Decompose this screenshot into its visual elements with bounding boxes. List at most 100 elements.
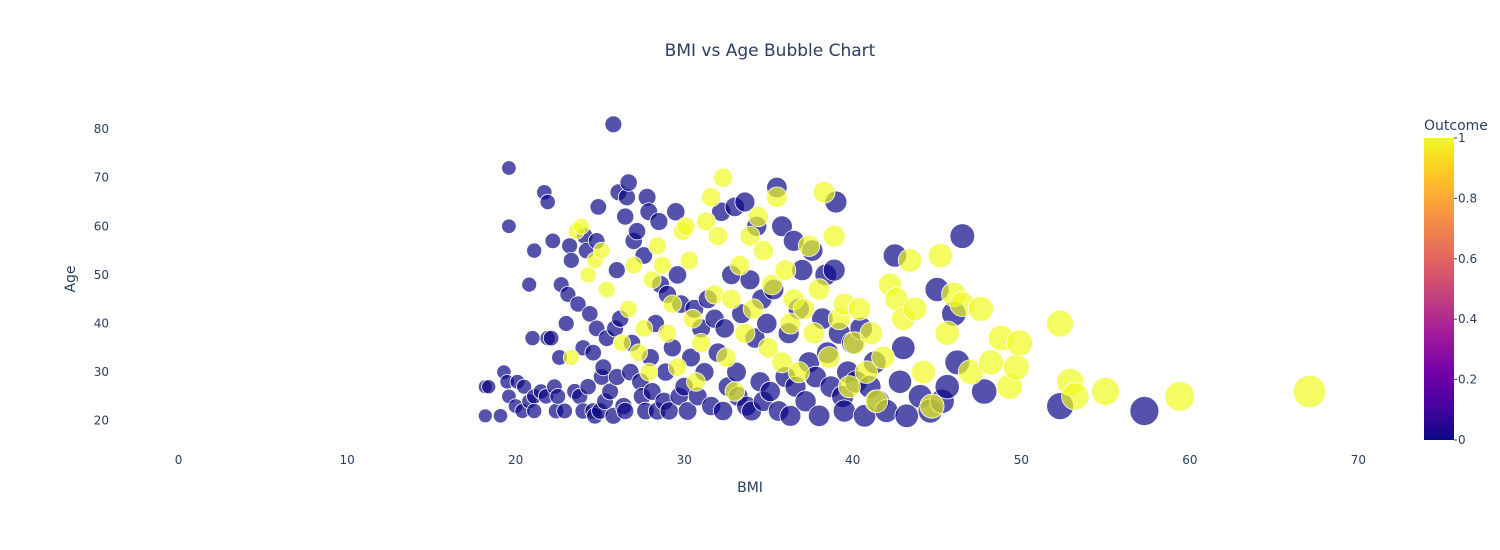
bubble-point bbox=[832, 399, 856, 423]
colorbar-title: Outcome bbox=[1424, 118, 1488, 134]
bubble-point bbox=[616, 207, 635, 226]
bubble-point bbox=[934, 320, 960, 346]
bubble-point bbox=[712, 167, 734, 188]
bubble-point bbox=[542, 329, 560, 347]
bubble-point bbox=[714, 318, 735, 339]
bubble-point bbox=[779, 312, 802, 335]
chart-title: BMI vs Age Bubble Chart bbox=[665, 41, 876, 61]
bubble-point bbox=[1164, 381, 1196, 412]
bubble-point bbox=[971, 378, 998, 405]
bubble-point bbox=[639, 362, 659, 382]
y-tick-label: 80 bbox=[94, 122, 109, 136]
bubble-point bbox=[667, 357, 688, 377]
bubble-point bbox=[771, 351, 793, 374]
colorbar-tick-label: 0.8 bbox=[1458, 191, 1477, 205]
bubble-point bbox=[516, 378, 532, 395]
bubble-point bbox=[724, 381, 746, 402]
bubble-point bbox=[734, 191, 756, 213]
bubble-point bbox=[752, 240, 775, 262]
bubble-point bbox=[492, 408, 509, 424]
bubble-point bbox=[742, 298, 764, 320]
bubble-point bbox=[579, 266, 597, 284]
bubble-point bbox=[797, 234, 821, 257]
bubble-point bbox=[739, 225, 761, 247]
x-tick-label: 30 bbox=[677, 453, 692, 467]
x-tick-label: 10 bbox=[339, 453, 354, 467]
bubble-point bbox=[967, 295, 994, 322]
bubble-point bbox=[1061, 382, 1090, 411]
bubble-point bbox=[657, 323, 677, 343]
plot-area bbox=[477, 115, 1327, 429]
bubble-point bbox=[676, 216, 696, 237]
x-tick-label: 20 bbox=[508, 453, 523, 467]
bubble-point bbox=[864, 389, 889, 414]
x-tick-label: 40 bbox=[845, 453, 860, 467]
bubble-point bbox=[642, 270, 662, 290]
bubble-point bbox=[521, 276, 538, 293]
bubble-point bbox=[757, 337, 780, 359]
bubble-point bbox=[686, 371, 706, 392]
y-tick-label: 70 bbox=[94, 171, 109, 185]
bubble-point bbox=[977, 349, 1005, 376]
bubble-point bbox=[707, 226, 729, 247]
bubble-point bbox=[619, 299, 638, 318]
bubble-point bbox=[712, 400, 734, 422]
bubble-point bbox=[627, 222, 647, 241]
bubble-point bbox=[1129, 396, 1160, 426]
bubble-point bbox=[557, 315, 575, 332]
bubble-point bbox=[756, 312, 778, 335]
bubble-point bbox=[562, 251, 580, 269]
bubble-point bbox=[601, 382, 619, 401]
bubble-point bbox=[561, 237, 578, 255]
bubble-point bbox=[681, 347, 701, 368]
bubble-point bbox=[716, 347, 737, 368]
bubble-point bbox=[729, 254, 751, 276]
bubble-point bbox=[802, 322, 826, 345]
bubble-point bbox=[902, 296, 928, 322]
bubble-point bbox=[682, 308, 703, 329]
colorbar-tick-label: 0.4 bbox=[1458, 312, 1477, 326]
bubble-point bbox=[817, 346, 841, 369]
bubble-point bbox=[934, 374, 960, 400]
bubble-point bbox=[612, 333, 631, 352]
bubble-point bbox=[526, 242, 543, 259]
bubble-point bbox=[691, 333, 711, 353]
bubble-point bbox=[787, 361, 810, 384]
bubble-point bbox=[594, 358, 613, 377]
bubble-point bbox=[891, 335, 916, 361]
y-axis-title: Age bbox=[63, 265, 79, 292]
bubble-point bbox=[544, 232, 562, 250]
bubble-point bbox=[481, 379, 497, 395]
x-tick-label: 0 bbox=[175, 453, 183, 467]
bubble-point bbox=[634, 319, 654, 338]
bubble-point bbox=[652, 255, 672, 275]
bubble-point bbox=[859, 321, 884, 346]
bubble-point bbox=[616, 401, 635, 420]
bubble-point bbox=[761, 273, 783, 296]
bubble-point bbox=[887, 369, 913, 394]
bubble-point bbox=[526, 402, 543, 419]
colorbar-tick-label: 0.6 bbox=[1458, 252, 1477, 266]
bubble-point bbox=[704, 284, 725, 305]
y-tick-label: 40 bbox=[94, 317, 109, 331]
bubble-point bbox=[1091, 377, 1120, 406]
x-tick-label: 50 bbox=[1014, 453, 1029, 467]
bubble-point bbox=[822, 258, 846, 282]
bubble-point bbox=[774, 259, 797, 281]
bubble-point bbox=[1292, 374, 1327, 409]
bubble-point bbox=[837, 375, 861, 399]
bubble-point bbox=[794, 390, 817, 413]
bubble-point bbox=[584, 344, 602, 362]
bubble-point bbox=[604, 115, 623, 134]
bubble-point bbox=[759, 380, 781, 403]
colorbar-tick-label: 1 bbox=[1458, 131, 1466, 145]
x-tick-label: 70 bbox=[1351, 453, 1366, 467]
bubble-point bbox=[807, 404, 831, 428]
bubble-point bbox=[822, 224, 846, 248]
bubble-point bbox=[919, 393, 945, 419]
bubble-point bbox=[1006, 329, 1034, 357]
y-tick-label: 50 bbox=[94, 268, 109, 282]
bubble-point bbox=[949, 223, 976, 249]
